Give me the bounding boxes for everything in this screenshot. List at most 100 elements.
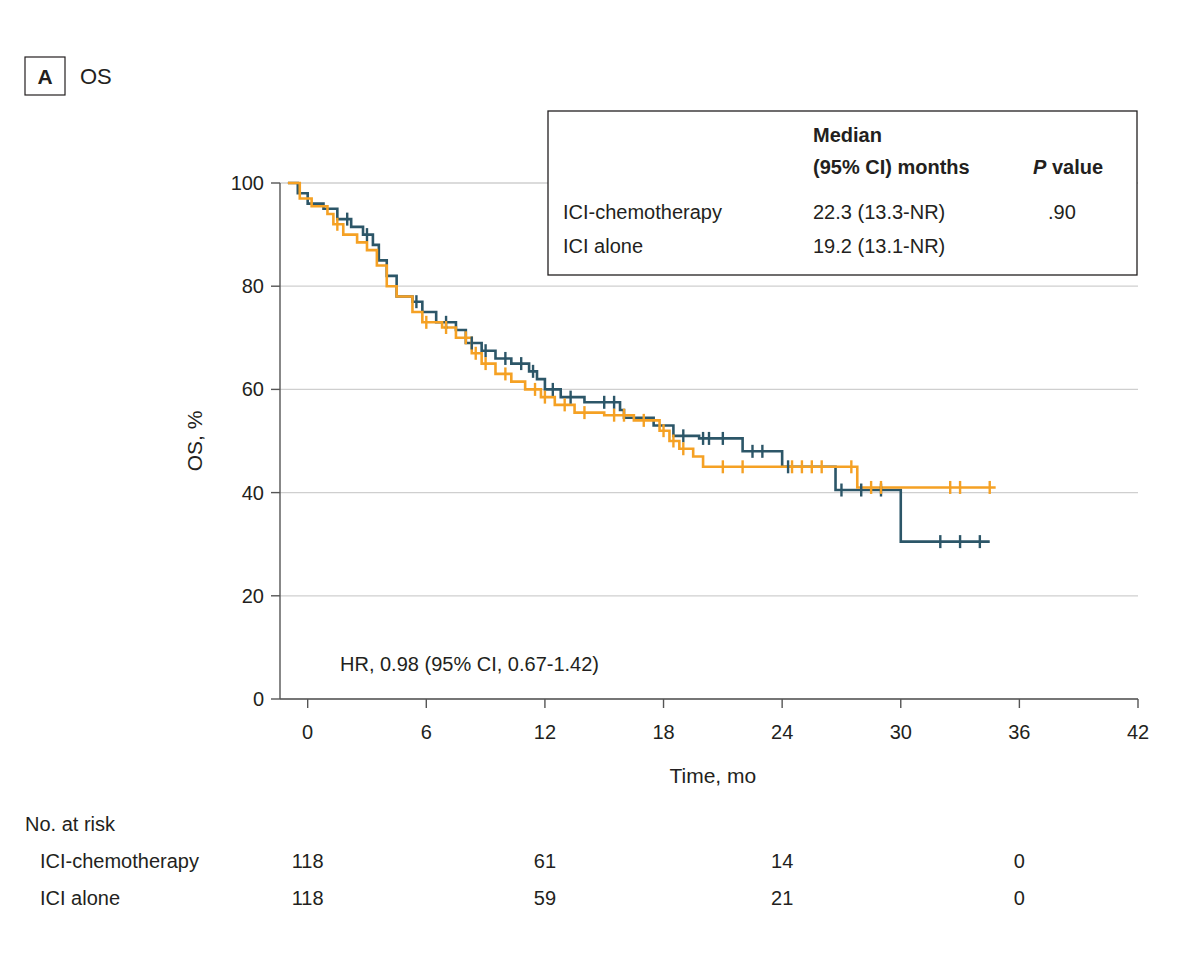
title: OS <box>80 64 112 89</box>
censor-mark <box>552 383 554 396</box>
censor-mark <box>623 409 625 422</box>
x-tick <box>663 699 664 708</box>
y-tick <box>271 286 280 287</box>
censor-mark <box>672 435 674 448</box>
censor-mark <box>346 213 348 226</box>
panel-label-box <box>25 57 65 95</box>
censor-mark <box>682 442 684 455</box>
at-risk-count: 0 <box>1014 887 1025 909</box>
x-tick <box>781 699 782 708</box>
censor-mark <box>791 460 793 473</box>
at-risk-count: 21 <box>771 887 793 909</box>
x-tick-label: 6 <box>421 721 432 743</box>
x-tick-label: 42 <box>1127 721 1149 743</box>
censor-mark <box>613 396 615 409</box>
censor-mark <box>722 460 724 473</box>
censor-mark <box>949 481 951 494</box>
censor-mark <box>682 429 684 442</box>
grid-line <box>280 595 1138 596</box>
censor-mark <box>741 460 743 473</box>
annotation: HR, 0.98 (95% CI, 0.67-1.42) <box>340 653 599 675</box>
censor-mark <box>532 365 534 378</box>
censor-mark <box>504 352 506 365</box>
chart: AOS06121824303642020406080100Time, moOS,… <box>0 0 1200 961</box>
at-risk-count: 61 <box>534 850 556 872</box>
censor-mark <box>880 481 882 494</box>
inset-header: (95% CI) months <box>813 156 970 178</box>
inset-header: Median <box>813 124 882 146</box>
x-axis <box>280 698 1138 699</box>
at-risk-count: 0 <box>1014 850 1025 872</box>
x-tick-label: 24 <box>771 721 793 743</box>
at-risk-title: No. at risk <box>25 813 116 835</box>
y-tick-label: 40 <box>242 482 264 504</box>
censor-mark <box>662 424 664 437</box>
censor-mark <box>471 336 473 349</box>
inset-series-name: ICI alone <box>563 235 643 257</box>
grid-line <box>280 492 1138 493</box>
censor-mark <box>761 445 763 458</box>
plot-area <box>288 183 996 548</box>
censor-mark <box>820 460 822 473</box>
censor-mark <box>544 391 546 404</box>
x-axis-label: Time, mo <box>669 764 756 787</box>
x-tick <box>426 699 427 708</box>
inset-median: 19.2 (13.1-NR) <box>813 235 945 257</box>
censor-mark <box>860 484 862 497</box>
y-tick <box>271 698 280 699</box>
y-tick-label: 100 <box>231 172 264 194</box>
censor-mark <box>850 460 852 473</box>
x-tick-label: 30 <box>890 721 912 743</box>
censor-mark <box>979 535 981 548</box>
censor-mark <box>583 406 585 419</box>
inset-box <box>548 111 1137 275</box>
grid-line <box>280 286 1138 287</box>
censor-mark <box>520 357 522 370</box>
censor-mark <box>643 414 645 427</box>
y-axis <box>279 183 280 699</box>
x-tick-label: 0 <box>302 721 313 743</box>
at-risk-series-name: ICI-chemotherapy <box>40 850 199 872</box>
censor-mark <box>708 432 710 445</box>
censor-mark <box>336 218 338 231</box>
page: {"chart_data": { "type": "kaplan-meier",… <box>0 0 1200 961</box>
x-tick <box>900 699 901 708</box>
censor-mark <box>787 460 789 473</box>
censor-mark <box>801 460 803 473</box>
inset-header: P value <box>1033 156 1103 178</box>
censor-mark <box>366 228 368 241</box>
censor-mark <box>569 391 571 404</box>
y-tick <box>271 595 280 596</box>
censor-mark <box>465 331 467 344</box>
censor-mark <box>603 396 605 409</box>
at-risk-count: 118 <box>292 850 324 872</box>
censor-mark <box>563 398 565 411</box>
x-tick <box>1137 699 1138 708</box>
censor-mark <box>504 367 506 380</box>
y-tick <box>271 389 280 390</box>
x-tick-label: 36 <box>1008 721 1030 743</box>
censor-mark <box>425 316 427 329</box>
panel-label: A <box>37 65 52 88</box>
censor-mark <box>959 535 961 548</box>
censor-mark <box>484 357 486 370</box>
y-tick-label: 0 <box>253 688 264 710</box>
at-risk-count: 14 <box>771 850 793 872</box>
y-tick <box>271 182 280 183</box>
censor-mark <box>751 445 753 458</box>
x-tick <box>307 699 308 708</box>
censor-mark <box>840 484 842 497</box>
x-tick <box>1019 699 1020 708</box>
censor-mark <box>613 409 615 422</box>
x-tick-label: 18 <box>652 721 674 743</box>
censor-mark <box>811 460 813 473</box>
censor-mark <box>989 481 991 494</box>
y-tick <box>271 492 280 493</box>
y-tick-label: 60 <box>242 378 264 400</box>
censor-mark <box>870 481 872 494</box>
censor-mark <box>445 321 447 334</box>
at-risk-count: 118 <box>292 887 324 909</box>
at-risk-series-name: ICI alone <box>40 887 120 909</box>
censor-mark <box>484 344 486 357</box>
x-tick <box>544 699 545 708</box>
